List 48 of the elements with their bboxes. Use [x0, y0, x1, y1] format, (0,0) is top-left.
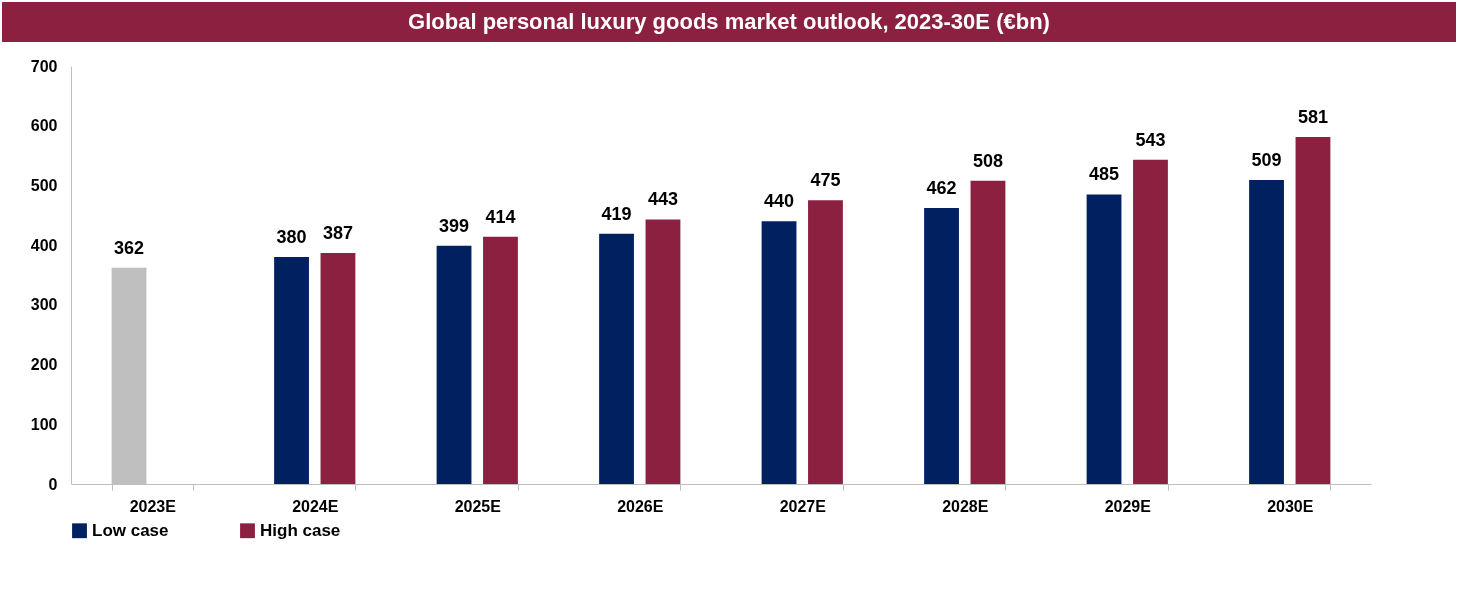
chart-title: Global personal luxury goods market outlook, 2023-30E (€bn) [2, 2, 1456, 42]
data-label: 399 [439, 215, 470, 236]
x-tick-label: 2027E [779, 497, 827, 515]
data-label: 362 [114, 237, 145, 258]
x-tick-label: 2023E [129, 497, 177, 515]
data-label: 419 [601, 203, 632, 224]
bar [274, 257, 309, 484]
bar [808, 200, 843, 484]
bar [1295, 137, 1331, 484]
y-tick-label: 400 [30, 236, 58, 254]
bar [924, 208, 959, 484]
x-tick-label: 2030E [1267, 497, 1314, 515]
bar [970, 180, 1006, 484]
bar [436, 245, 472, 484]
y-tick-label: 200 [30, 356, 58, 374]
data-label: 543 [1135, 129, 1166, 150]
data-label: 443 [647, 189, 678, 210]
x-tick-label: 2026E [617, 497, 664, 515]
data-label: 462 [926, 178, 957, 199]
data-label: 508 [972, 150, 1003, 171]
legend-label: High case [260, 520, 341, 540]
bar [645, 219, 681, 484]
data-label: 440 [764, 191, 795, 212]
data-label: 414 [485, 206, 516, 227]
bar [1086, 194, 1122, 484]
data-label: 485 [1089, 164, 1120, 185]
data-label: 380 [276, 227, 307, 248]
y-tick-label: 100 [30, 415, 58, 433]
bar [599, 233, 634, 484]
y-tick-label: 600 [30, 117, 58, 135]
data-label: 475 [810, 170, 841, 191]
data-label: 509 [1251, 150, 1282, 171]
y-tick-label: 0 [48, 475, 58, 493]
bar [483, 236, 518, 484]
y-tick-label: 700 [30, 57, 58, 75]
x-tick-label: 2025E [454, 497, 502, 515]
bar [1133, 159, 1168, 484]
x-tick-label: 2029E [1104, 497, 1152, 515]
data-label: 387 [322, 222, 353, 243]
bar [761, 221, 797, 484]
data-label: 581 [1297, 107, 1328, 128]
x-tick-label: 2028E [942, 497, 989, 515]
legend-label: Low case [92, 520, 169, 540]
x-tick-label: 2024E [292, 497, 339, 515]
y-tick-label: 500 [30, 176, 58, 194]
bar [320, 252, 356, 484]
bar [1249, 180, 1284, 484]
y-tick-label: 300 [30, 296, 58, 314]
